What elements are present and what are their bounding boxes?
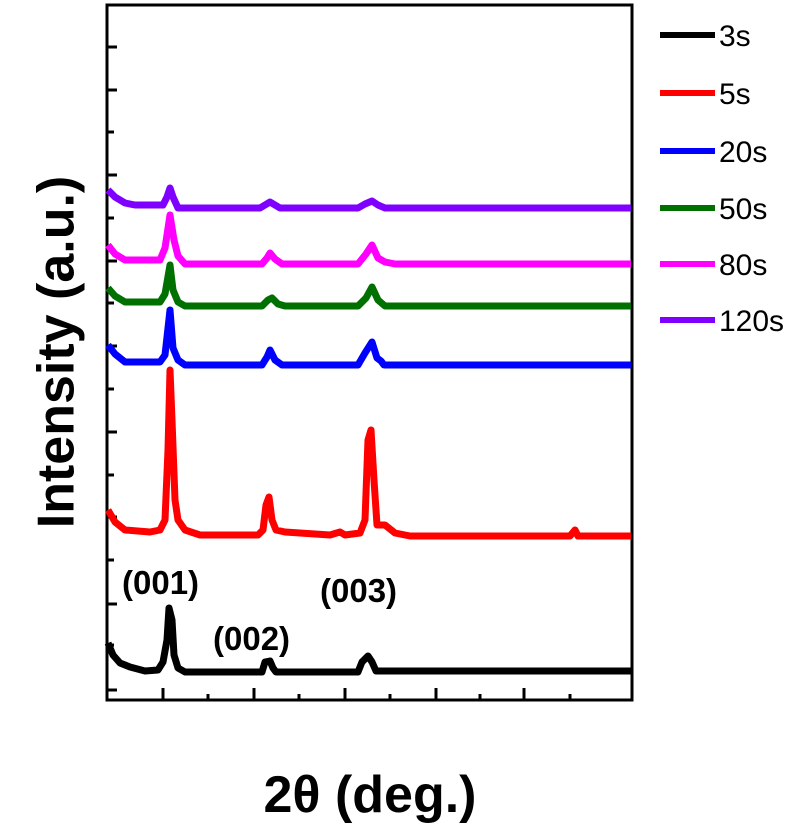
legend-label-80s: 80s <box>719 249 767 282</box>
legend-label-20s: 20s <box>719 136 767 169</box>
series-80s <box>105 211 631 268</box>
legend: 3s 5s 20s 50s 80s 120s <box>660 20 784 338</box>
plot-frame <box>105 3 634 702</box>
legend-label-120s: 120s <box>719 305 784 338</box>
peak-label-003: (003) <box>320 572 397 609</box>
series-20s <box>105 306 631 369</box>
series-50s <box>105 261 631 310</box>
legend-label-5s: 5s <box>719 78 751 111</box>
series-120s <box>105 184 631 212</box>
series-5s <box>104 366 631 540</box>
legend-label-3s: 3s <box>719 20 751 53</box>
series-lines <box>104 184 631 676</box>
peak-label-002: (002) <box>213 620 290 657</box>
legend-label-50s: 50s <box>719 193 767 226</box>
x-axis-ticks <box>161 688 572 700</box>
y-axis-label: Intensity (a.u.) <box>28 176 86 528</box>
peak-label-001: (001) <box>122 564 199 601</box>
series-3s <box>104 604 631 676</box>
x-axis-label: 2θ (deg.) <box>263 766 476 824</box>
